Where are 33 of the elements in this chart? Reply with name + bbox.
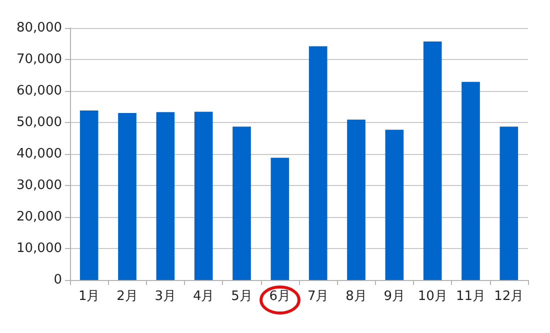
- y-tick-label: 70,000: [16, 52, 62, 67]
- bar: [232, 126, 251, 280]
- y-tick-label: 0: [54, 272, 62, 288]
- bar: [194, 112, 213, 280]
- x-tick-label: 2月: [116, 289, 138, 304]
- bar: [156, 112, 175, 280]
- x-tick-label: 11月: [456, 289, 486, 304]
- bar: [385, 130, 404, 280]
- x-tick-label: 4月: [192, 289, 214, 304]
- bar: [462, 82, 480, 280]
- y-tick-label: 20,000: [16, 210, 62, 224]
- y-tick-label: 10,000: [16, 241, 62, 256]
- y-tick-label: 30,000: [16, 178, 62, 193]
- bar: [270, 158, 290, 280]
- x-tick-label: 9月: [384, 289, 406, 304]
- bar: [308, 46, 328, 280]
- bar: [118, 113, 136, 280]
- bar: [423, 42, 442, 280]
- x-tick-label: 5月: [231, 289, 252, 304]
- bar: [80, 110, 98, 280]
- y-tick-label: 40,000: [16, 146, 62, 162]
- bar: [500, 126, 518, 280]
- x-tick-label: 10月: [418, 289, 448, 304]
- y-tick-label: 60,000: [16, 84, 62, 98]
- x-tick-label: 1月: [78, 289, 100, 304]
- y-tick-label: 50,000: [16, 115, 62, 130]
- y-tick-label: 80,000: [16, 20, 62, 36]
- x-tick-label: 12月: [494, 289, 524, 304]
- x-tick-label: 3月: [154, 289, 176, 304]
- x-tick-label: 6月: [269, 289, 291, 304]
- x-tick-label: 7月: [307, 289, 329, 304]
- bar: [347, 120, 366, 280]
- x-tick-label: 8月: [346, 289, 367, 304]
